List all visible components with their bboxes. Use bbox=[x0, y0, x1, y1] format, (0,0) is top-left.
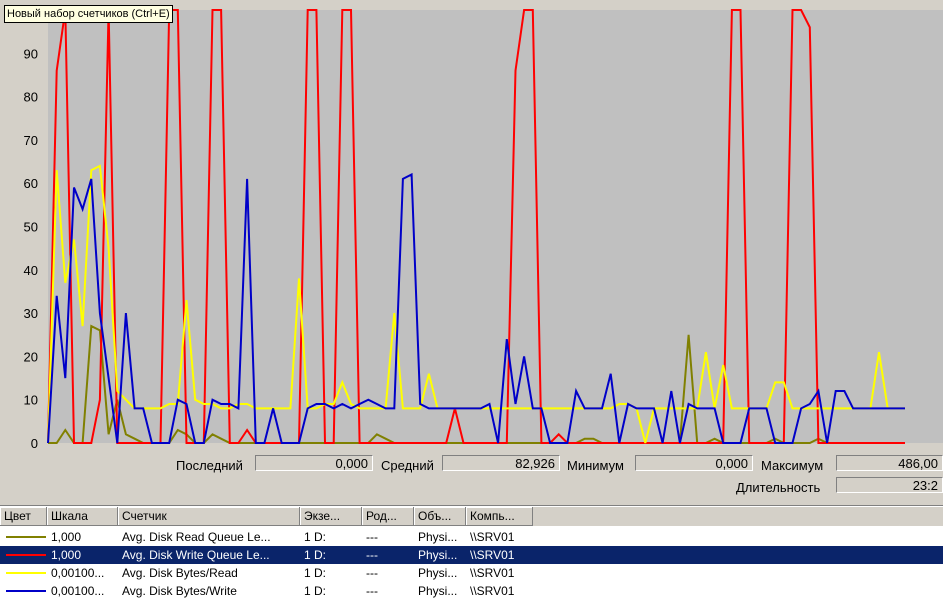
parent-cell: --- bbox=[366, 584, 378, 598]
y-tick-label: 80 bbox=[24, 90, 38, 105]
parent-cell: --- bbox=[366, 530, 378, 544]
color-swatch bbox=[6, 554, 46, 556]
object-cell: Physi... bbox=[418, 566, 458, 580]
table-row[interactable]: 1,000 Avg. Disk Write Queue Le... 1 D: --- P… bbox=[0, 546, 943, 564]
y-tick-label: 20 bbox=[24, 349, 38, 364]
column-header-instance[interactable]: Экзе... bbox=[300, 507, 362, 526]
column-header-counter[interactable]: Счетчик bbox=[118, 507, 300, 526]
object-cell: Physi... bbox=[418, 548, 458, 562]
parent-cell: --- bbox=[366, 566, 378, 580]
y-tick-label: 60 bbox=[24, 176, 38, 191]
column-header-color[interactable]: Цвет bbox=[0, 507, 47, 526]
instance-cell: 1 D: bbox=[304, 566, 327, 580]
tooltip: Новый набор счетчиков (Ctrl+E) bbox=[4, 5, 173, 23]
scale-cell: 0,00100... bbox=[51, 566, 105, 580]
y-axis: 0 10 20 30 40 50 60 70 80 90 bbox=[24, 46, 38, 450]
y-tick-label: 0 bbox=[31, 436, 38, 450]
y-tick-label: 10 bbox=[24, 393, 38, 408]
series-lines bbox=[47, 9, 905, 444]
series-line-3 bbox=[47, 172, 905, 444]
performance-chart: 0 10 20 30 40 50 60 70 80 90 bbox=[24, 9, 943, 450]
min-label: Минимум bbox=[567, 458, 624, 473]
y-tick-label: 90 bbox=[24, 46, 38, 61]
y-tick-label: 40 bbox=[24, 263, 38, 278]
counter-cell: Avg. Disk Write Queue Le... bbox=[122, 548, 270, 562]
y-tick-label: 30 bbox=[24, 306, 38, 321]
table-row[interactable]: 1,000 Avg. Disk Read Queue Le... 1 D: --- Ph… bbox=[0, 528, 943, 546]
object-cell: Physi... bbox=[418, 530, 458, 544]
computer-cell: \\SRV01 bbox=[470, 530, 515, 544]
computer-cell: \\SRV01 bbox=[470, 548, 515, 562]
counter-list: Цвет Шкала Счетчик Экзе... Род... Объ...… bbox=[0, 505, 943, 612]
color-swatch bbox=[6, 590, 46, 592]
average-value: 82,926 bbox=[442, 455, 560, 471]
max-value: 486,00 bbox=[836, 455, 943, 471]
table-row[interactable]: 0,00100... Avg. Disk Bytes/Read 1 D: --- Phy… bbox=[0, 564, 943, 582]
counter-cell: Avg. Disk Bytes/Read bbox=[122, 566, 238, 580]
instance-cell: 1 D: bbox=[304, 548, 327, 562]
table-row[interactable]: 0,00100... Avg. Disk Bytes/Write 1 D: --- Ph… bbox=[0, 582, 943, 600]
y-tick-label: 70 bbox=[24, 133, 38, 148]
scale-cell: 0,00100... bbox=[51, 584, 105, 598]
scale-cell: 1,000 bbox=[51, 548, 82, 562]
column-header-computer[interactable]: Компь... bbox=[466, 507, 533, 526]
last-label: Последний bbox=[176, 458, 243, 473]
parent-cell: --- bbox=[366, 548, 378, 562]
max-label: Максимум bbox=[761, 458, 824, 473]
computer-cell: \\SRV01 bbox=[470, 584, 515, 598]
color-swatch bbox=[6, 536, 46, 538]
y-tick-label: 50 bbox=[24, 220, 38, 235]
counter-list-header: Цвет Шкала Счетчик Экзе... Род... Объ...… bbox=[0, 507, 943, 526]
column-header-object[interactable]: Объ... bbox=[414, 507, 466, 526]
scale-cell: 1,000 bbox=[51, 530, 82, 544]
min-value: 0,000 bbox=[635, 455, 753, 471]
column-header-scale[interactable]: Шкала bbox=[47, 507, 118, 526]
instance-cell: 1 D: bbox=[304, 530, 327, 544]
computer-cell: \\SRV01 bbox=[470, 566, 515, 580]
counter-cell: Avg. Disk Read Queue Le... bbox=[122, 530, 271, 544]
duration-value: 23:2 bbox=[836, 477, 943, 493]
instance-cell: 1 D: bbox=[304, 584, 327, 598]
object-cell: Physi... bbox=[418, 584, 458, 598]
counter-cell: Avg. Disk Bytes/Write bbox=[122, 584, 237, 598]
last-value: 0,000 bbox=[255, 455, 373, 471]
plot-area bbox=[48, 10, 943, 443]
average-label: Средний bbox=[381, 458, 434, 473]
color-swatch bbox=[6, 572, 46, 574]
column-header-parent[interactable]: Род... bbox=[362, 507, 414, 526]
duration-label: Длительность bbox=[736, 480, 821, 495]
series-line-1 bbox=[47, 9, 905, 444]
